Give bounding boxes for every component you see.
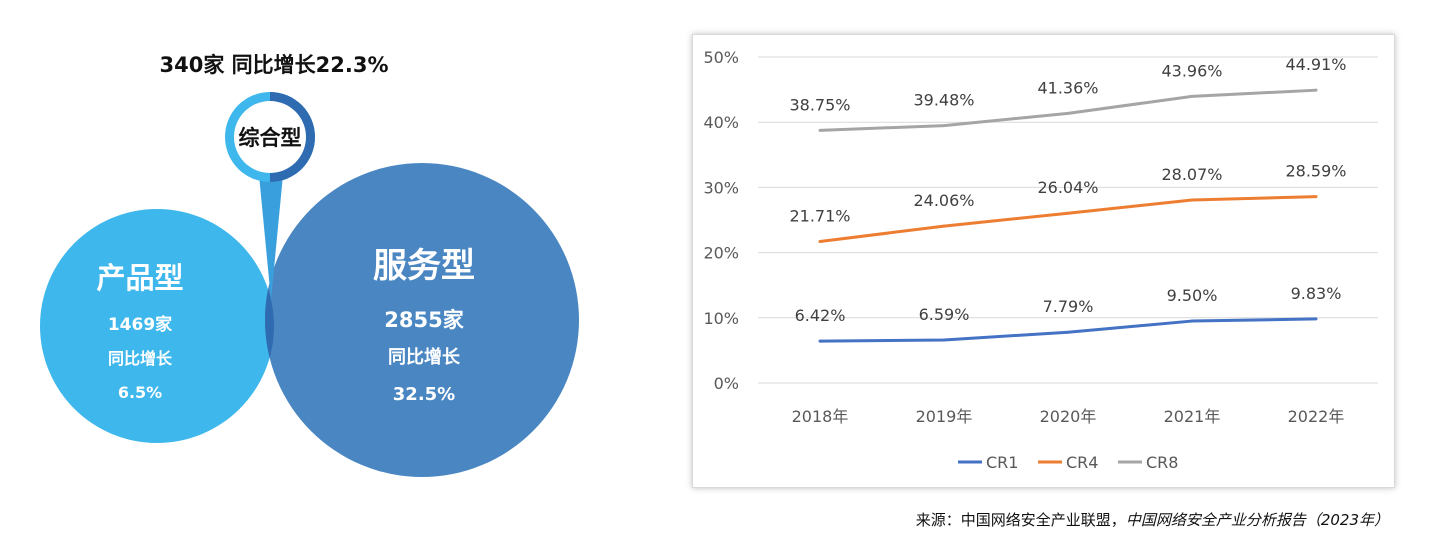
- data-point: [1314, 195, 1318, 199]
- data-point: [1066, 330, 1070, 334]
- line-chart: 0% 10% 20% 30% 40% 50% 2018年 2019年 2020年 2021年 202…: [703, 48, 1378, 472]
- source-prefix: 来源：中国网络安全产业联盟，: [915, 511, 1126, 529]
- data-label: 21.71%: [789, 206, 850, 225]
- service-count: 2855家: [384, 308, 464, 332]
- data-label: 26.04%: [1037, 178, 1098, 197]
- series-line-cr1: [819, 317, 1317, 343]
- product-growth-label: 同比增长: [108, 349, 173, 368]
- service-circle: [265, 163, 579, 477]
- x-tick-label: 2021年: [1164, 407, 1221, 426]
- data-point: [1190, 198, 1194, 202]
- x-tick-label: 2020年: [1040, 407, 1097, 426]
- y-tick-label: 50%: [703, 48, 739, 67]
- data-point: [818, 339, 822, 343]
- product-circle: [40, 209, 274, 443]
- data-label: 9.83%: [1291, 284, 1342, 303]
- x-tick-label: 2018年: [792, 407, 849, 426]
- comprehensive-pin-center: [234, 101, 306, 173]
- data-point: [1314, 88, 1318, 92]
- data-label: 38.75%: [789, 95, 850, 114]
- legend-label-cr8: CR8: [1146, 453, 1178, 472]
- y-tick-label: 30%: [703, 178, 739, 197]
- data-label: 43.96%: [1161, 61, 1222, 80]
- y-tick-label: 10%: [703, 309, 739, 328]
- service-growth-value: 32.5%: [393, 384, 455, 405]
- data-point: [942, 224, 946, 228]
- legend-label-cr1: CR1: [986, 453, 1018, 472]
- data-label: 39.48%: [913, 91, 974, 110]
- y-tick-label: 0%: [714, 374, 739, 393]
- data-label: 6.42%: [795, 306, 846, 325]
- data-label: 9.50%: [1167, 286, 1218, 305]
- data-label: 24.06%: [913, 191, 974, 210]
- comprehensive-pin-ring-dark: [270, 92, 315, 182]
- product-growth-value: 6.5%: [118, 383, 162, 402]
- data-label: 6.59%: [919, 305, 970, 324]
- data-point: [942, 124, 946, 128]
- data-point: [942, 338, 946, 342]
- source-note: 来源：中国网络安全产业联盟，中国网络安全产业分析报告（2023年）: [916, 509, 1389, 530]
- x-tick-label: 2022年: [1288, 407, 1345, 426]
- venn-header: 340家 同比增长22.3%: [159, 53, 388, 77]
- line-chart-frame: 0% 10% 20% 30% 40% 50% 2018年 2019年 2020年 2021年 202…: [692, 34, 1395, 488]
- legend-label-cr4: CR4: [1066, 453, 1098, 472]
- x-tick-label: 2019年: [916, 407, 973, 426]
- product-title: 产品型: [96, 261, 183, 295]
- data-label: 41.36%: [1037, 78, 1098, 97]
- source-report-title: 中国网络安全产业分析报告（2023年）: [1125, 511, 1389, 529]
- data-label: 28.07%: [1161, 165, 1222, 184]
- venn-diagram: 340家 同比增长22.3% 综合型 产品型 1469家 同比增长 6.5% 服…: [40, 53, 579, 477]
- y-tick-label: 40%: [703, 113, 739, 132]
- y-tick-label: 20%: [703, 244, 739, 263]
- data-label: 44.91%: [1285, 55, 1346, 74]
- service-title: 服务型: [373, 246, 475, 286]
- data-point: [818, 128, 822, 132]
- comprehensive-label: 综合型: [239, 126, 302, 150]
- product-count: 1469家: [108, 314, 172, 335]
- data-label: 7.79%: [1043, 297, 1094, 316]
- data-point: [1066, 211, 1070, 215]
- data-point: [1066, 111, 1070, 115]
- comprehensive-pin-stem: [259, 175, 283, 300]
- service-growth-label: 同比增长: [388, 346, 461, 368]
- data-point: [1314, 317, 1318, 321]
- data-point: [1190, 319, 1194, 323]
- series-line-cr4: [819, 195, 1317, 243]
- data-point: [818, 239, 822, 243]
- data-point: [1190, 94, 1194, 98]
- data-label: 28.59%: [1285, 162, 1346, 181]
